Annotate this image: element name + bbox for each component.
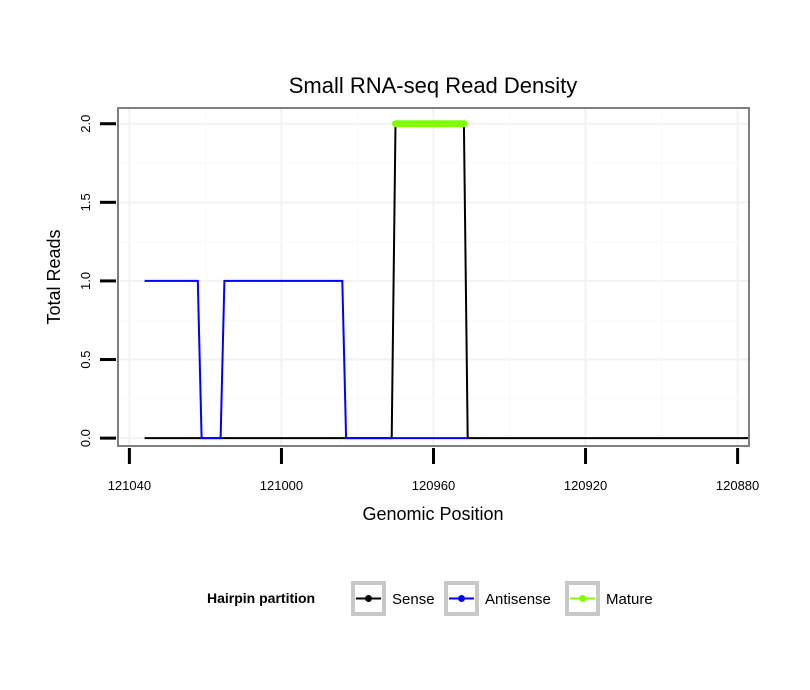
legend-label-antisense: Antisense — [485, 591, 551, 608]
chart-title: Small RNA-seq Read Density — [289, 73, 578, 98]
plot-panel-border — [117, 107, 750, 447]
legend-key-dot-antisense — [458, 595, 465, 602]
legend: Hairpin partition Sense Antisense Mature — [207, 581, 653, 616]
data-series — [144, 120, 749, 440]
y-tick-label-3: 1.5 — [78, 193, 93, 211]
legend-title: Hairpin partition — [207, 590, 315, 606]
x-tick-label-4: 120880 — [716, 478, 759, 493]
y-axis-title: Total Reads — [44, 229, 64, 324]
y-tick-label-4: 2.0 — [78, 115, 93, 133]
axis-ticks: 121040 121000 120960 120920 120880 0.0 0.5 1.0 1… — [78, 115, 759, 493]
x-tick-label-1: 121000 — [260, 478, 303, 493]
series-line-antisense — [144, 279, 468, 440]
y-tick-label-0: 0.0 — [78, 429, 93, 447]
x-tick-label-0: 121040 — [108, 478, 151, 493]
y-tick-label-2: 1.0 — [78, 272, 93, 290]
legend-key-dot-sense — [365, 595, 372, 602]
y-tick-label-1: 0.5 — [78, 350, 93, 368]
x-axis-title: Genomic Position — [362, 504, 503, 524]
legend-label-mature: Mature — [606, 591, 653, 608]
legend-key-dot-mature — [579, 595, 586, 602]
x-tick-label-3: 120920 — [564, 478, 607, 493]
legend-label-sense: Sense — [392, 591, 435, 608]
x-tick-label-2: 120960 — [412, 478, 455, 493]
legend-entries: Sense Antisense Mature — [351, 581, 653, 616]
